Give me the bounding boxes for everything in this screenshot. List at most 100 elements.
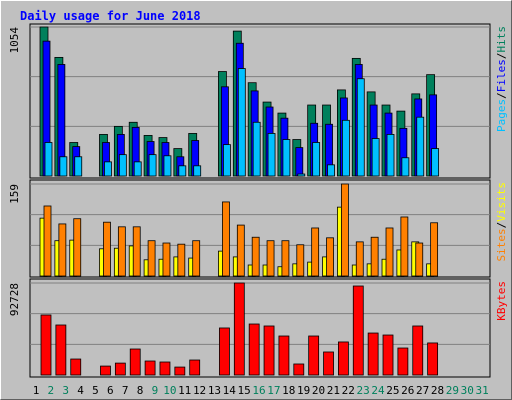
bar [371,138,380,177]
bar [323,351,334,376]
legend-entry: Sites [495,228,508,261]
bar [223,144,231,177]
bar [118,154,127,177]
bar [178,165,187,177]
bar [401,157,410,177]
bar [326,237,334,277]
bar [236,224,245,277]
bar [386,134,395,177]
x-tick-label: 18 [282,384,295,397]
legend-entry: Hits [495,26,508,53]
bar [400,216,409,277]
legend-entry: Visits [495,182,508,222]
bar [237,68,246,177]
bar [341,119,350,177]
x-tick-label: 28 [431,384,444,397]
x-tick-label: 6 [107,384,114,397]
bar [132,226,141,277]
bar [58,223,67,277]
bar [431,148,440,177]
bar [174,366,186,376]
bar [282,139,291,177]
x-tick-label: 27 [416,384,429,397]
y-tick-label: 159 [8,184,21,204]
bar [55,324,67,376]
bar [104,161,112,177]
bar [59,156,68,177]
x-tick-label: 11 [178,384,191,397]
bar [148,154,157,177]
bar [248,323,260,376]
bar [281,240,290,277]
bar [159,361,171,376]
bar [177,243,186,277]
x-tick-label: 3 [62,384,69,397]
x-tick-label: 21 [327,384,340,397]
chart-title: Daily usage for June 2018 [20,9,201,23]
bar [252,121,261,177]
legend-entry: KBytes [495,281,508,321]
x-tick-label: 30 [461,384,474,397]
bar [189,359,201,376]
legend-separator: / [495,222,508,229]
x-tick-label: 19 [297,384,310,397]
legend-entry: Files [495,59,508,92]
panel-frame [29,278,491,378]
bar [427,342,439,376]
bar [114,362,126,376]
bar [355,241,364,277]
x-tick-label: 5 [92,384,99,397]
y-tick-label: 1054 [8,27,21,54]
x-tick-label: 1 [33,384,40,397]
y-tick-label: 92728 [8,283,21,316]
x-tick-label: 24 [371,384,385,397]
bar [251,236,260,277]
x-tick-label: 22 [342,384,355,397]
x-tick-label: 7 [122,384,129,397]
bar [312,142,321,177]
bar [133,161,142,177]
legend-separator: / [495,53,508,60]
bar [415,242,424,277]
bar [162,242,171,277]
bar [263,325,275,376]
x-tick-label: 17 [267,384,280,397]
bar [192,240,201,277]
bar [117,226,126,277]
x-tick-label: 14 [223,384,237,397]
bar [311,227,320,277]
bar [193,165,202,177]
bar [352,285,364,376]
legend-entry: Pages [495,99,508,132]
x-tick-label: 13 [208,384,221,397]
x-tick-label: 25 [386,384,399,397]
bar [293,363,305,376]
x-tick-label: 8 [137,384,144,397]
x-tick-label: 12 [193,384,206,397]
bar [295,147,304,177]
bar [100,365,111,376]
bar [412,325,424,376]
bar [385,227,394,277]
bar [296,244,305,277]
bar [356,78,365,177]
panel-frame [29,23,491,179]
bar [416,116,425,177]
bar [74,156,83,177]
bar [337,341,349,376]
x-tick-label: 29 [446,384,459,397]
bar [222,201,230,277]
bar [327,164,335,177]
x-tick-label: 31 [475,384,488,397]
bar [43,205,52,277]
bar [266,240,275,277]
bar [147,240,156,277]
x-tick-label: 15 [238,384,251,397]
legend: Pages/Files/Hits [495,26,508,132]
x-tick-label: 2 [48,384,55,397]
bar [70,358,82,376]
x-tick-label: 4 [77,384,84,397]
bar [219,327,230,376]
bar [73,218,82,277]
